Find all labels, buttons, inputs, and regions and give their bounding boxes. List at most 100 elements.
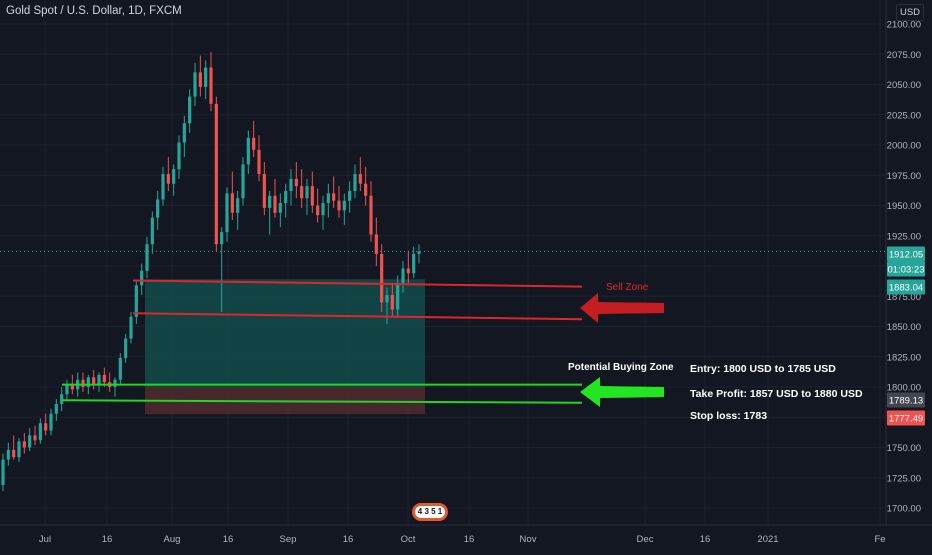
candle — [161, 166, 165, 206]
price-badge: 01:03:23 — [887, 261, 925, 277]
x-tick-label: 16 — [343, 534, 354, 545]
candle — [257, 135, 261, 182]
candle-body — [225, 193, 229, 233]
candle-body — [161, 174, 165, 200]
candle-body — [417, 251, 421, 254]
candles — [1, 51, 421, 492]
candle — [6, 442, 10, 466]
x-tick-label: Nov — [520, 534, 537, 545]
candle — [113, 377, 117, 397]
candle — [118, 353, 122, 385]
candle-body — [17, 441, 21, 458]
candle-body — [326, 193, 330, 204]
candle — [129, 311, 133, 344]
candle — [284, 183, 288, 218]
candle-body — [273, 195, 277, 213]
candle-body — [262, 174, 266, 208]
candle-body — [44, 423, 48, 431]
candle — [54, 399, 58, 421]
x-tick-label: Dec — [637, 534, 654, 545]
candle-body — [177, 142, 181, 170]
candle — [316, 188, 320, 223]
candle-body — [369, 195, 373, 235]
candle-body — [129, 316, 133, 339]
candle-body — [241, 164, 245, 199]
time-axis-bg — [0, 525, 932, 550]
candle — [262, 161, 266, 216]
price-badge-bg — [887, 261, 925, 277]
candle — [412, 246, 416, 279]
candle — [204, 60, 208, 100]
sell-arrow — [580, 293, 664, 323]
candle-body — [124, 338, 128, 358]
candle-body — [97, 374, 101, 385]
candle-body — [182, 123, 186, 143]
price-badge-label: 1777.49 — [889, 414, 923, 425]
candle-body — [236, 198, 240, 213]
sell-zone-line-top — [132, 279, 583, 288]
candle — [38, 418, 42, 444]
candle — [92, 370, 96, 390]
candle-body — [337, 200, 341, 211]
candle-body — [145, 244, 149, 271]
x-tick-label: Aug — [164, 534, 181, 545]
candle — [220, 227, 224, 312]
candle — [396, 275, 400, 317]
sell-zone-line-bottom — [132, 312, 583, 321]
candle-body — [60, 394, 64, 404]
candle — [278, 193, 282, 228]
candle — [321, 195, 325, 230]
candle-body — [257, 149, 261, 175]
price-badge: 1883.04 — [887, 279, 925, 295]
candle-body — [246, 137, 250, 165]
price-badge: 1912.05 — [887, 246, 925, 262]
candle — [1, 453, 5, 492]
candle — [252, 120, 256, 158]
currency-button[interactable]: USD — [896, 4, 924, 21]
candle-body — [150, 217, 154, 245]
y-tick-label: 2000.00 — [887, 141, 921, 152]
candle — [236, 190, 240, 230]
symbol-title[interactable]: Gold Spot / U.S. Dollar, 1D, FXCM — [6, 5, 182, 17]
candle-body — [54, 403, 58, 414]
candle-body — [230, 193, 234, 213]
candle-body — [65, 384, 69, 395]
candle-body — [12, 449, 16, 458]
candle-body — [156, 199, 160, 218]
candle — [214, 96, 218, 252]
tradingview-logo[interactable]: 4 3 5 1 — [412, 503, 448, 521]
candle — [337, 186, 341, 218]
price-badge-label: 1883.04 — [889, 283, 923, 294]
gridlines — [0, 0, 886, 525]
candle-body — [353, 174, 357, 191]
candle-body — [380, 253, 384, 303]
candle-body — [332, 193, 336, 201]
candle-body — [300, 186, 304, 199]
candle — [401, 261, 405, 293]
candle — [188, 89, 192, 133]
price-badge: 1789.13 — [887, 392, 925, 408]
candle-body — [86, 377, 90, 387]
x-tick-label: Oct — [401, 534, 416, 545]
candle — [182, 115, 186, 158]
candle-body — [188, 96, 192, 124]
trade-note: Entry: 1800 USD to 1785 USD — [690, 363, 836, 375]
candle-body — [348, 190, 352, 201]
candle-body — [289, 178, 293, 191]
y-tick-label: 1800.00 — [887, 383, 921, 394]
y-tick-label: 1725.00 — [887, 473, 921, 484]
candle-body — [166, 174, 170, 184]
candle-body — [140, 270, 144, 286]
y-tick-label: 1925.00 — [887, 231, 921, 242]
candle-body — [118, 357, 122, 380]
candle — [225, 187, 229, 242]
trade-note: Take Profit: 1857 USD to 1880 USD — [690, 388, 863, 400]
candle — [81, 372, 85, 392]
candle-body — [358, 174, 362, 184]
y-tick-label: 1950.00 — [887, 201, 921, 212]
candle — [209, 51, 213, 112]
candle — [305, 178, 309, 216]
x-tick-label: Jul — [39, 534, 51, 545]
